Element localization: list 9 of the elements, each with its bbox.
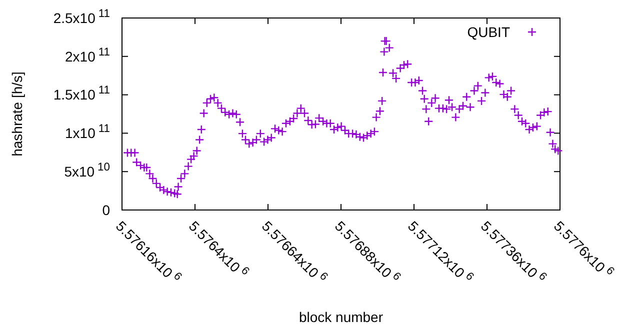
y-tick-label: 2.5x10$^{11}$ [53, 8, 110, 26]
x-axis-title: block number [298, 309, 384, 325]
y-axis-title: hashrate [h/s] [9, 72, 25, 156]
legend-label: QUBIT [467, 24, 510, 40]
y-tick-label: 2x10$^{11}$ [65, 46, 110, 64]
y-tick-label: 0 [102, 202, 110, 218]
y-tick-label: 1x10$^{11}$ [65, 123, 110, 142]
y-tick-label: 1.5x10$^{11}$ [53, 84, 110, 103]
y-tick-label: 5x10$^{10}$ [64, 162, 110, 180]
